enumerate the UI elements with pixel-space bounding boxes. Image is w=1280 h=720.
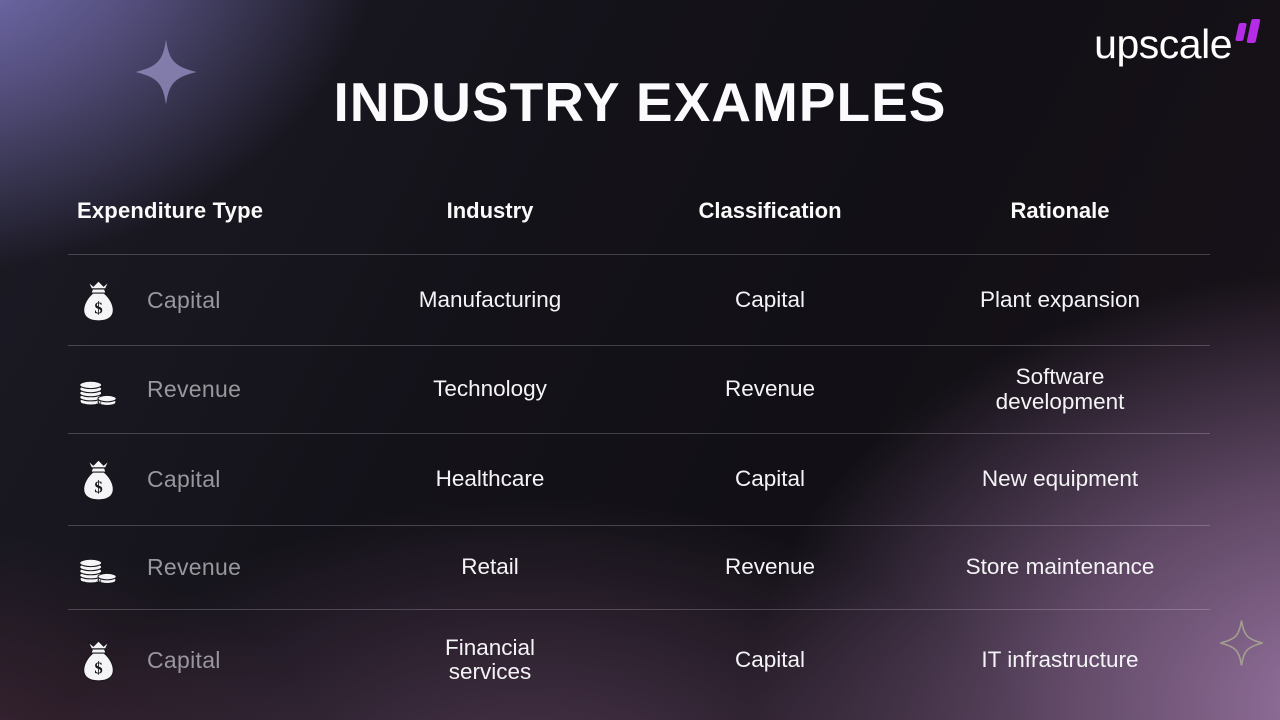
industry-cell: Manufacturing bbox=[418, 286, 562, 312]
expenditure-type-label: Revenue bbox=[147, 376, 242, 403]
upscale-logo: upscale bbox=[1094, 16, 1261, 67]
industry-cell: Financial services bbox=[444, 634, 536, 684]
page-title: INDUSTRY EXAMPLES bbox=[333, 71, 947, 133]
industry-cell: Healthcare bbox=[435, 466, 545, 492]
expenditure-type-label: Revenue bbox=[147, 554, 242, 581]
table-row: Revenue Technology Revenue Software deve… bbox=[68, 346, 1210, 434]
table-header-row: Expenditure Type Industry Classification… bbox=[68, 167, 1210, 255]
table-row: Capital Healthcare Capital New equipment bbox=[68, 434, 1210, 526]
table-row: Revenue Retail Revenue Store maintenance bbox=[68, 526, 1210, 610]
logo-mark-icon bbox=[1235, 19, 1261, 43]
sparkle-outline-icon bbox=[1218, 617, 1265, 669]
rationale-cell: IT infrastructure bbox=[981, 646, 1139, 672]
classification-cell: Capital bbox=[734, 646, 806, 672]
coins-icon bbox=[76, 550, 120, 585]
logo-wordmark: upscale bbox=[1094, 21, 1232, 67]
money-bag-icon bbox=[76, 639, 120, 682]
rationale-cell: New equipment bbox=[981, 466, 1139, 492]
coins-icon bbox=[76, 372, 120, 407]
industry-examples-table: Expenditure Type Industry Classification… bbox=[68, 167, 1210, 710]
money-bag-icon bbox=[76, 279, 120, 322]
table-row: Capital Manufacturing Capital Plant expa… bbox=[68, 255, 1210, 346]
classification-cell: Revenue bbox=[724, 554, 816, 580]
header-rationale: Rationale bbox=[1010, 197, 1110, 223]
classification-cell: Capital bbox=[734, 466, 806, 492]
classification-cell: Revenue bbox=[724, 376, 816, 402]
expenditure-type-label: Capital bbox=[147, 646, 221, 673]
expenditure-type-label: Capital bbox=[147, 286, 221, 313]
expenditure-type-label: Capital bbox=[147, 466, 221, 493]
classification-cell: Capital bbox=[734, 286, 806, 312]
header-industry: Industry bbox=[446, 197, 534, 223]
rationale-cell: Software development bbox=[995, 364, 1125, 414]
header-classification: Classification bbox=[698, 197, 842, 223]
money-bag-icon bbox=[76, 458, 120, 501]
table-row: Capital Financial services Capital IT in… bbox=[68, 610, 1210, 710]
header-expenditure-type: Expenditure Type bbox=[77, 197, 264, 223]
rationale-cell: Plant expansion bbox=[979, 286, 1141, 312]
rationale-cell: Store maintenance bbox=[965, 554, 1155, 580]
industry-cell: Retail bbox=[461, 554, 519, 580]
industry-cell: Technology bbox=[433, 376, 547, 402]
